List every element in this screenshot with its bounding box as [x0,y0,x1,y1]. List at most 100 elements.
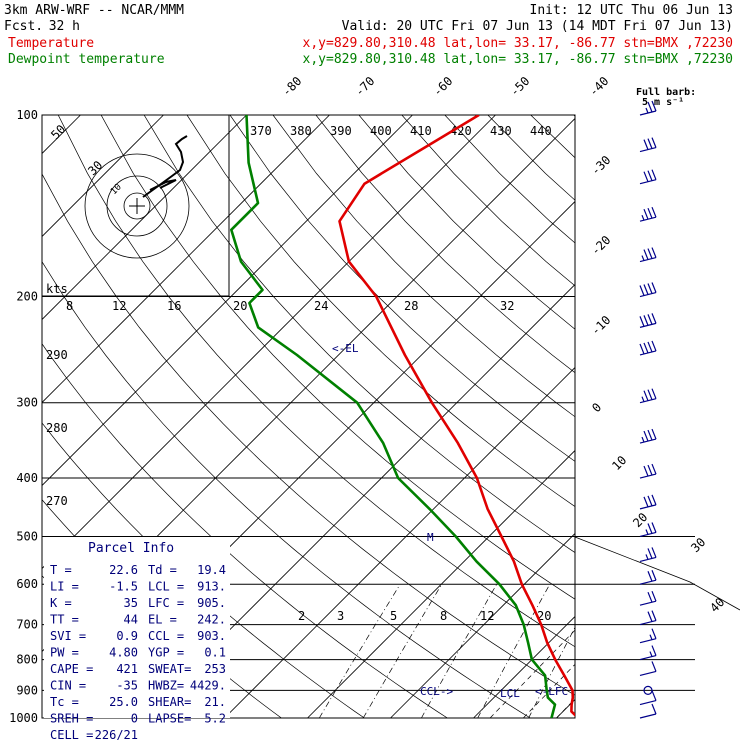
barb-half-flag [642,397,644,402]
parcel-value-right: 5.2 [204,712,226,726]
parcel-label-right: LCL = [148,580,184,594]
parcel-label-right: LAPSE= [148,712,191,726]
barb-flag [644,209,648,219]
barb-flag [644,172,648,182]
barb-flag [644,285,648,295]
barb-flag [652,661,656,671]
m-label: M [427,531,434,544]
parcel-value-left: 22.6 [109,563,138,577]
hodo-speed-tick: 32 [500,299,514,313]
parcel-label-right: LFC = [148,596,184,610]
theta-label: 270 [46,494,68,508]
dry-adiabat [445,115,740,731]
parcel-label-left: CAPE = [50,662,93,676]
dry-adiabat [230,115,740,731]
barb-shaft [640,714,656,718]
parcel-label-right: CCL = [148,629,184,643]
barb-half-flag [646,108,648,113]
isotherm-label: -70 [352,74,377,99]
barb-flag [652,170,656,180]
barb-flag [644,497,648,507]
parcel-label-left: LI = [50,580,79,594]
fcst-hours: 32 h [49,19,80,34]
parcel-label-left: T = [50,563,72,577]
mixing-ratio-line [596,584,661,718]
wind-barb [640,611,656,625]
wind-barb [640,547,656,561]
theta-label: 380 [290,124,312,138]
dry-adiabat [660,115,740,731]
wind-barb [640,389,656,403]
barb-flag [652,207,656,217]
barb-flag [644,466,648,476]
barb-flag [652,495,656,505]
parcel-value-left: 35 [124,596,138,610]
barb-half-flag [642,256,644,261]
parcel-value-right: 21. [204,695,226,709]
hodo-units: kts [46,282,68,296]
barb-flag [648,496,652,506]
barb-flag [652,691,656,701]
isotherm-line [640,115,740,718]
barb-flag [652,570,656,580]
mixing-ratio-label: 5 [390,609,397,623]
parcel-label-right: YGP = [148,646,184,660]
dry-adiabat [703,115,740,731]
barb-flag [644,431,648,441]
barb-flag [640,286,644,296]
dry-adiabat [488,115,740,731]
pressure-tick-label: 1000 [9,711,38,725]
wind-barb [640,464,656,478]
barb-half-flag [642,215,644,220]
barb-flag [648,548,652,558]
parcel-value-left: 0.9 [116,629,138,643]
hodo-ring-label-10: 10 [109,182,124,197]
barb-shaft [640,601,656,605]
parcel-label-right: EL = [148,613,177,627]
barb-flag [648,208,652,218]
theta-label: 430 [490,124,512,138]
mixing-ratio-label: 12 [480,609,494,623]
isotherm-label: 20 [630,510,650,530]
pressure-tick-label: 600 [16,577,38,591]
wind-barb [640,138,656,152]
wind-barb [640,691,656,705]
barb-half-flag [650,652,652,657]
pressure-tick-label: 700 [16,618,38,632]
theta-label: 440 [530,124,552,138]
isotherm-label: -20 [588,233,613,258]
moist-adiabat [490,297,740,719]
parcel-value-right: 903. [197,629,226,643]
parcel-label-left: CIN = [50,679,86,693]
dry-adiabat [574,115,740,731]
barb-flag [648,523,652,533]
mixing-ratio-label: 8 [440,609,447,623]
parcel-label-right: SWEAT= [148,662,191,676]
dry-adiabat [187,115,740,731]
isotherm-label: -60 [430,74,455,99]
moist-adiabat [523,297,740,719]
el-label: <-EL [332,342,359,355]
barb-flag [648,612,652,622]
wind-barb [640,248,656,262]
parcel-value-right: 253 [204,662,226,676]
isotherm-label: 30 [688,535,708,555]
isotherm-label: 10 [609,453,629,473]
wind-barb [640,591,656,605]
barb-flag [652,646,656,656]
parcel-label-right: SHEAR= [148,695,191,709]
parcel-value-left: 44 [124,613,138,627]
wind-barbs [640,101,656,718]
dewpoint-location: x,y=829.80,310.48 lat,lon= 33.17, -86.77… [303,52,733,67]
temperature-curve [340,115,579,718]
barb-shaft [640,671,656,675]
barb-flag [652,591,656,601]
valid-time: Valid: 20 UTC Fri 07 Jun 13 (14 MDT Fri … [342,19,733,34]
hodo-speed-tick: 16 [167,299,181,313]
pressure-tick-label: 400 [16,471,38,485]
barb-flag [648,171,652,181]
pressure-tick-label: 300 [16,396,38,410]
dewpoint-curve [231,115,555,718]
parcel-label-left: CELL = [50,728,93,740]
